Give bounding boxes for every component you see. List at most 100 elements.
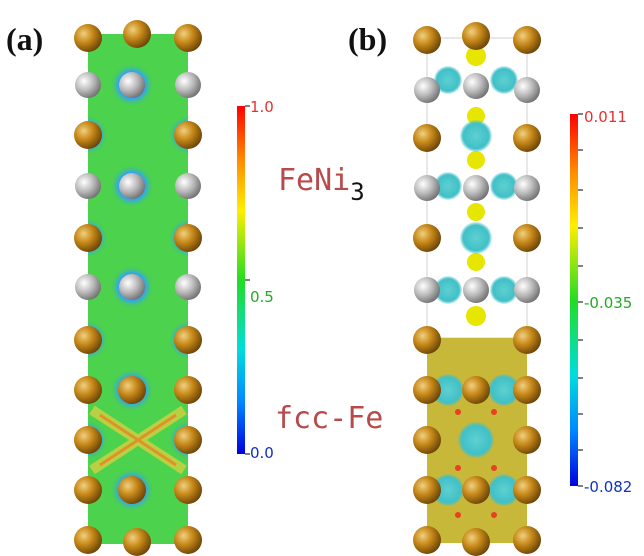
fe-atom — [513, 376, 541, 404]
panel-a-x-core — [99, 413, 177, 467]
fe-atom — [174, 526, 202, 554]
fe-atom — [413, 224, 441, 252]
colorbar-a-bar — [237, 106, 245, 454]
colorbar-b-min-label: -0.082 — [584, 478, 632, 496]
colorbar-b-mid-label: -0.035 — [584, 294, 632, 312]
cyan-iso — [460, 120, 492, 152]
ni-atom — [463, 73, 489, 99]
red-iso — [455, 465, 461, 471]
ni-atom — [463, 277, 489, 303]
fe-atom — [123, 20, 151, 48]
fe-atom — [462, 476, 490, 504]
fe-atom — [174, 376, 202, 404]
fe-atom — [118, 476, 146, 504]
fe-atom — [74, 224, 102, 252]
fe-atom — [513, 224, 541, 252]
cyan-iso — [460, 222, 492, 254]
fe-atom — [413, 376, 441, 404]
fe-atom — [413, 526, 441, 554]
cyan-iso — [490, 276, 518, 304]
fe-atom — [174, 224, 202, 252]
yellow-iso — [467, 253, 485, 271]
yellow-iso — [467, 107, 485, 125]
fe-atom — [74, 476, 102, 504]
cyan-iso — [488, 374, 520, 406]
ni-atom — [463, 175, 489, 201]
fe-atom — [413, 476, 441, 504]
fe-atom — [174, 24, 202, 52]
fe-atom — [513, 476, 541, 504]
ni-atom — [75, 173, 101, 199]
colorbar-a-max-label: 1.0 — [250, 98, 274, 116]
yellow-iso — [466, 306, 486, 326]
fe-atom — [513, 526, 541, 554]
red-iso — [491, 409, 497, 415]
fe-atom — [174, 326, 202, 354]
fe-atom — [74, 121, 102, 149]
fe-atom — [413, 426, 441, 454]
cyan-iso — [432, 474, 464, 506]
cyan-iso — [490, 66, 518, 94]
red-iso — [491, 512, 497, 518]
fe-atom — [462, 528, 490, 556]
cyan-iso — [434, 66, 462, 94]
panel-a-map — [74, 20, 202, 556]
ni-atom — [175, 72, 201, 98]
fe-atom — [513, 26, 541, 54]
ni-atom — [119, 72, 145, 98]
region-label-feni3: FeNi3 — [278, 163, 365, 206]
colorbar-b: 0.011 -0.035 -0.082 — [570, 108, 632, 496]
ni-atom — [414, 277, 440, 303]
fe-atom — [174, 426, 202, 454]
cyan-iso — [432, 374, 464, 406]
cyan-iso — [434, 276, 462, 304]
yellow-iso — [467, 151, 485, 169]
region-label-fcc-fe: fcc-Fe — [275, 401, 383, 436]
fe-atom — [462, 22, 490, 50]
fe-atom — [74, 426, 102, 454]
fe-atom — [174, 121, 202, 149]
panel-b-map — [413, 22, 541, 556]
ni-atom — [514, 277, 540, 303]
cyan-iso — [488, 474, 520, 506]
ni-atom — [119, 173, 145, 199]
colorbar-b-bar — [570, 114, 578, 486]
colorbar-a: 1.0 0.5 0.0 — [237, 98, 274, 462]
fe-atom — [174, 476, 202, 504]
ni-atom — [514, 77, 540, 103]
colorbar-a-mid-label: 0.5 — [250, 288, 274, 306]
fe-atom — [74, 526, 102, 554]
fe-atom — [513, 124, 541, 152]
red-iso — [491, 465, 497, 471]
ni-atom — [119, 274, 145, 300]
fe-atom — [413, 124, 441, 152]
cyan-iso — [434, 172, 462, 200]
panel-b-features — [432, 46, 520, 518]
ni-atom — [514, 175, 540, 201]
yellow-iso — [466, 46, 486, 66]
cyan-iso — [458, 422, 494, 458]
fe-atom — [74, 326, 102, 354]
fe-atom — [413, 326, 441, 354]
fe-atom — [513, 426, 541, 454]
ni-atom — [75, 274, 101, 300]
panel-label-b: (b) — [348, 21, 387, 57]
ni-atom — [175, 173, 201, 199]
red-iso — [455, 512, 461, 518]
ni-atom — [75, 72, 101, 98]
fe-atom — [74, 24, 102, 52]
fe-atom — [413, 26, 441, 54]
colorbar-b-max-label: 0.011 — [584, 108, 627, 126]
ni-atom — [414, 175, 440, 201]
ni-atom — [414, 77, 440, 103]
region-label-feni3-subscript: 3 — [350, 178, 364, 206]
region-label-feni3-base: FeNi — [278, 163, 350, 198]
fe-atom — [462, 376, 490, 404]
cyan-iso — [490, 172, 518, 200]
yellow-iso — [467, 203, 485, 221]
fe-atom — [118, 376, 146, 404]
red-iso — [455, 409, 461, 415]
fe-atom — [123, 528, 151, 556]
fe-atom — [74, 376, 102, 404]
